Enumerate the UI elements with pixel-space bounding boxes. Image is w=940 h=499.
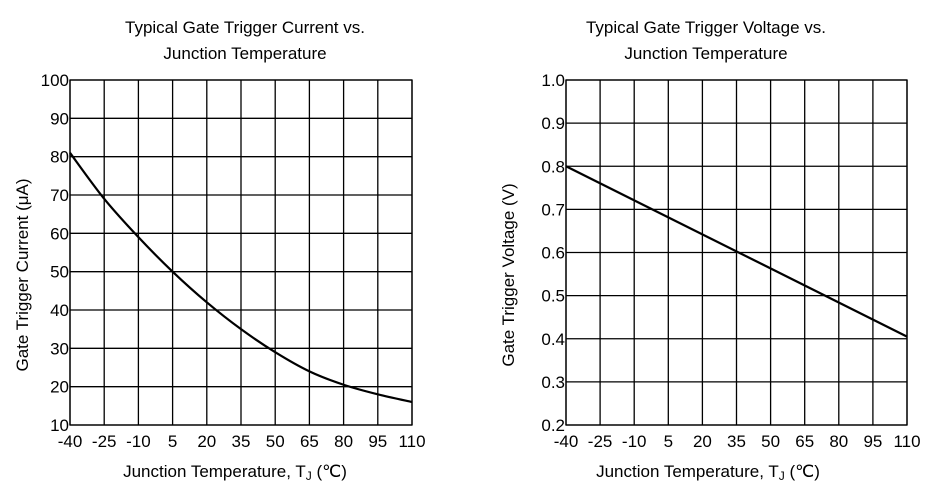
x-tick-label: 5 <box>168 432 177 451</box>
x-axis-label: Junction Temperature, TJ (℃) <box>123 462 347 483</box>
series-line <box>69 152 413 404</box>
gate-current-chart: Typical Gate Trigger Current vs. Junctio… <box>13 18 426 483</box>
y-tick-label: 0.4 <box>541 330 565 349</box>
x-tick-label: 95 <box>368 432 387 451</box>
y-tick-label: 60 <box>50 224 69 243</box>
x-tick-label: -40 <box>58 432 83 451</box>
y-axis-label: Gate Trigger Current (μA) <box>13 178 32 371</box>
x-tick-label: 50 <box>761 432 780 451</box>
y-tick-label: 10 <box>50 416 69 435</box>
chart-title-line-2: Junction Temperature <box>624 44 787 63</box>
series-line <box>565 165 908 338</box>
y-axis-label: Gate Trigger Voltage (V) <box>499 183 518 366</box>
x-tick-label: 110 <box>398 432 425 451</box>
gate-voltage-chart-svg: Typical Gate Trigger Voltage vs. Junctio… <box>499 18 921 483</box>
y-tick-label: 0.6 <box>541 244 565 263</box>
gate-voltage-chart: Typical Gate Trigger Voltage vs. Junctio… <box>470 0 940 499</box>
x-tick-label: -40 <box>554 432 579 451</box>
x-tick-label: 5 <box>664 432 673 451</box>
x-tick-label: -25 <box>588 432 613 451</box>
chart-title-line-1: Typical Gate Trigger Current vs. <box>125 18 365 37</box>
y-tick-label: 0.9 <box>541 114 565 133</box>
x-axis-label-main: Junction Temperature, T <box>596 462 779 481</box>
x-tick-label: 20 <box>693 432 712 451</box>
x-axis-label: Junction Temperature, TJ (℃) <box>596 462 820 483</box>
y-tick-label: 70 <box>50 186 69 205</box>
y-tick-label: 0.5 <box>541 287 565 306</box>
y-tick-label: 100 <box>41 71 69 90</box>
x-tick-label: 95 <box>863 432 882 451</box>
y-tick-label: 0.8 <box>541 157 565 176</box>
x-axis-label-subscript: J <box>779 469 785 483</box>
x-tick-label: 110 <box>893 432 920 451</box>
y-tick-label: 20 <box>50 378 69 397</box>
x-tick-label: 50 <box>266 432 285 451</box>
x-tick-label: -10 <box>622 432 647 451</box>
x-tick-label: -25 <box>92 432 117 451</box>
x-tick-label: 65 <box>795 432 814 451</box>
x-axis-label-unit: (℃) <box>312 462 347 481</box>
y-tick-label: 0.3 <box>541 373 565 392</box>
x-tick-label: 35 <box>232 432 251 451</box>
y-tick-label: 30 <box>50 339 69 358</box>
x-axis-label-main: Junction Temperature, T <box>123 462 306 481</box>
y-tick-label: 50 <box>50 263 69 282</box>
x-tick-label: 20 <box>197 432 216 451</box>
chart-title-line-2: Junction Temperature <box>163 44 326 63</box>
x-tick-label: 80 <box>829 432 848 451</box>
y-tick-label: 40 <box>50 301 69 320</box>
y-tick-label: 0.2 <box>541 416 565 435</box>
x-tick-label: 35 <box>727 432 746 451</box>
x-axis-label-subscript: J <box>306 469 312 483</box>
x-tick-label: -10 <box>126 432 151 451</box>
x-tick-label: 80 <box>334 432 353 451</box>
y-tick-label: 0.7 <box>541 200 565 219</box>
gate-current-chart-svg: Typical Gate Trigger Current vs. Junctio… <box>13 18 426 483</box>
y-tick-label: 1.0 <box>541 71 565 90</box>
x-axis-label-unit: (℃) <box>785 462 820 481</box>
chart-title-line-1: Typical Gate Trigger Voltage vs. <box>586 18 826 37</box>
y-tick-label: 80 <box>50 148 69 167</box>
x-tick-label: 65 <box>300 432 319 451</box>
y-tick-label: 90 <box>50 109 69 128</box>
